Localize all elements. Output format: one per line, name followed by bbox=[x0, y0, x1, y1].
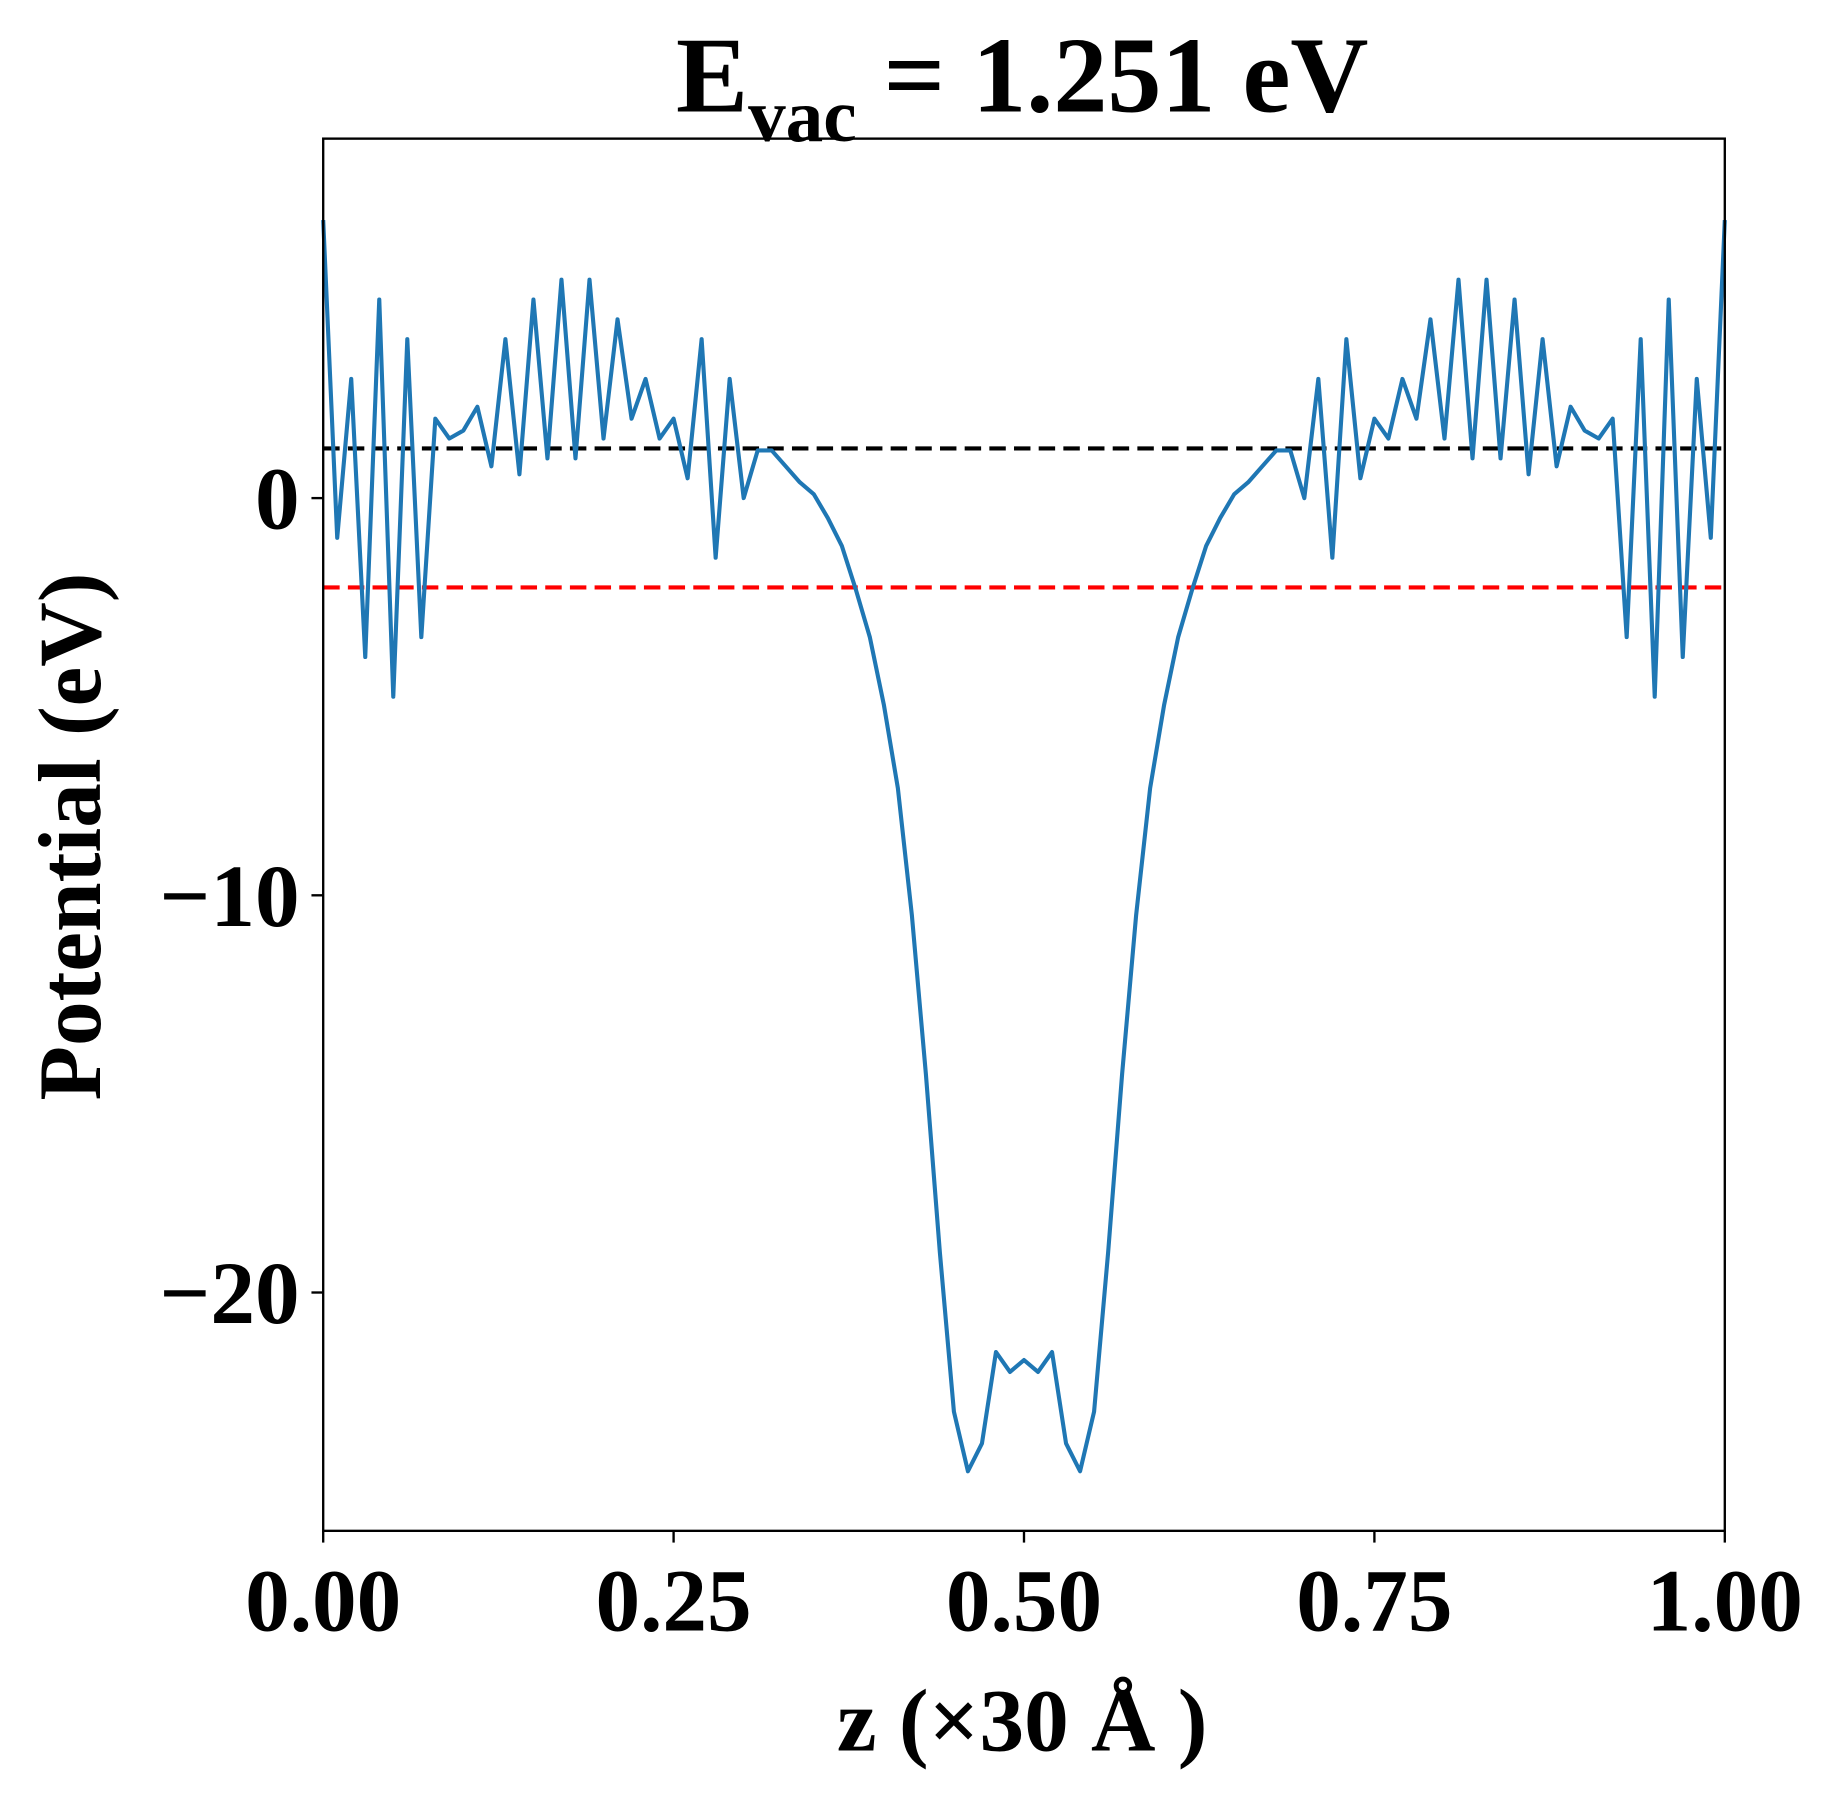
plot-frame bbox=[322, 137, 1726, 1533]
y-tick-label: −10 bbox=[160, 847, 300, 946]
title-main: E bbox=[676, 17, 748, 136]
x-tick-label: 0.75 bbox=[1296, 1552, 1452, 1651]
x-tick-label: 0.00 bbox=[245, 1552, 401, 1651]
x-tick-label: 1.00 bbox=[1647, 1552, 1803, 1651]
chart-title: Evac = 1.251 eV bbox=[676, 17, 1369, 158]
x-axis-label: z (×30 Å ) bbox=[837, 1672, 1208, 1771]
y-tick-label: −20 bbox=[160, 1244, 300, 1343]
data-line bbox=[321, 219, 1727, 1474]
title-rest: = 1.251 eV bbox=[857, 17, 1369, 136]
x-tick-label: 0.50 bbox=[946, 1552, 1102, 1651]
x-tick-label: 0.25 bbox=[595, 1552, 751, 1651]
title-sub: vac bbox=[748, 75, 857, 158]
y-tick-label: 0 bbox=[255, 450, 300, 549]
y-axis-label: Potential (eV) bbox=[21, 573, 120, 1101]
